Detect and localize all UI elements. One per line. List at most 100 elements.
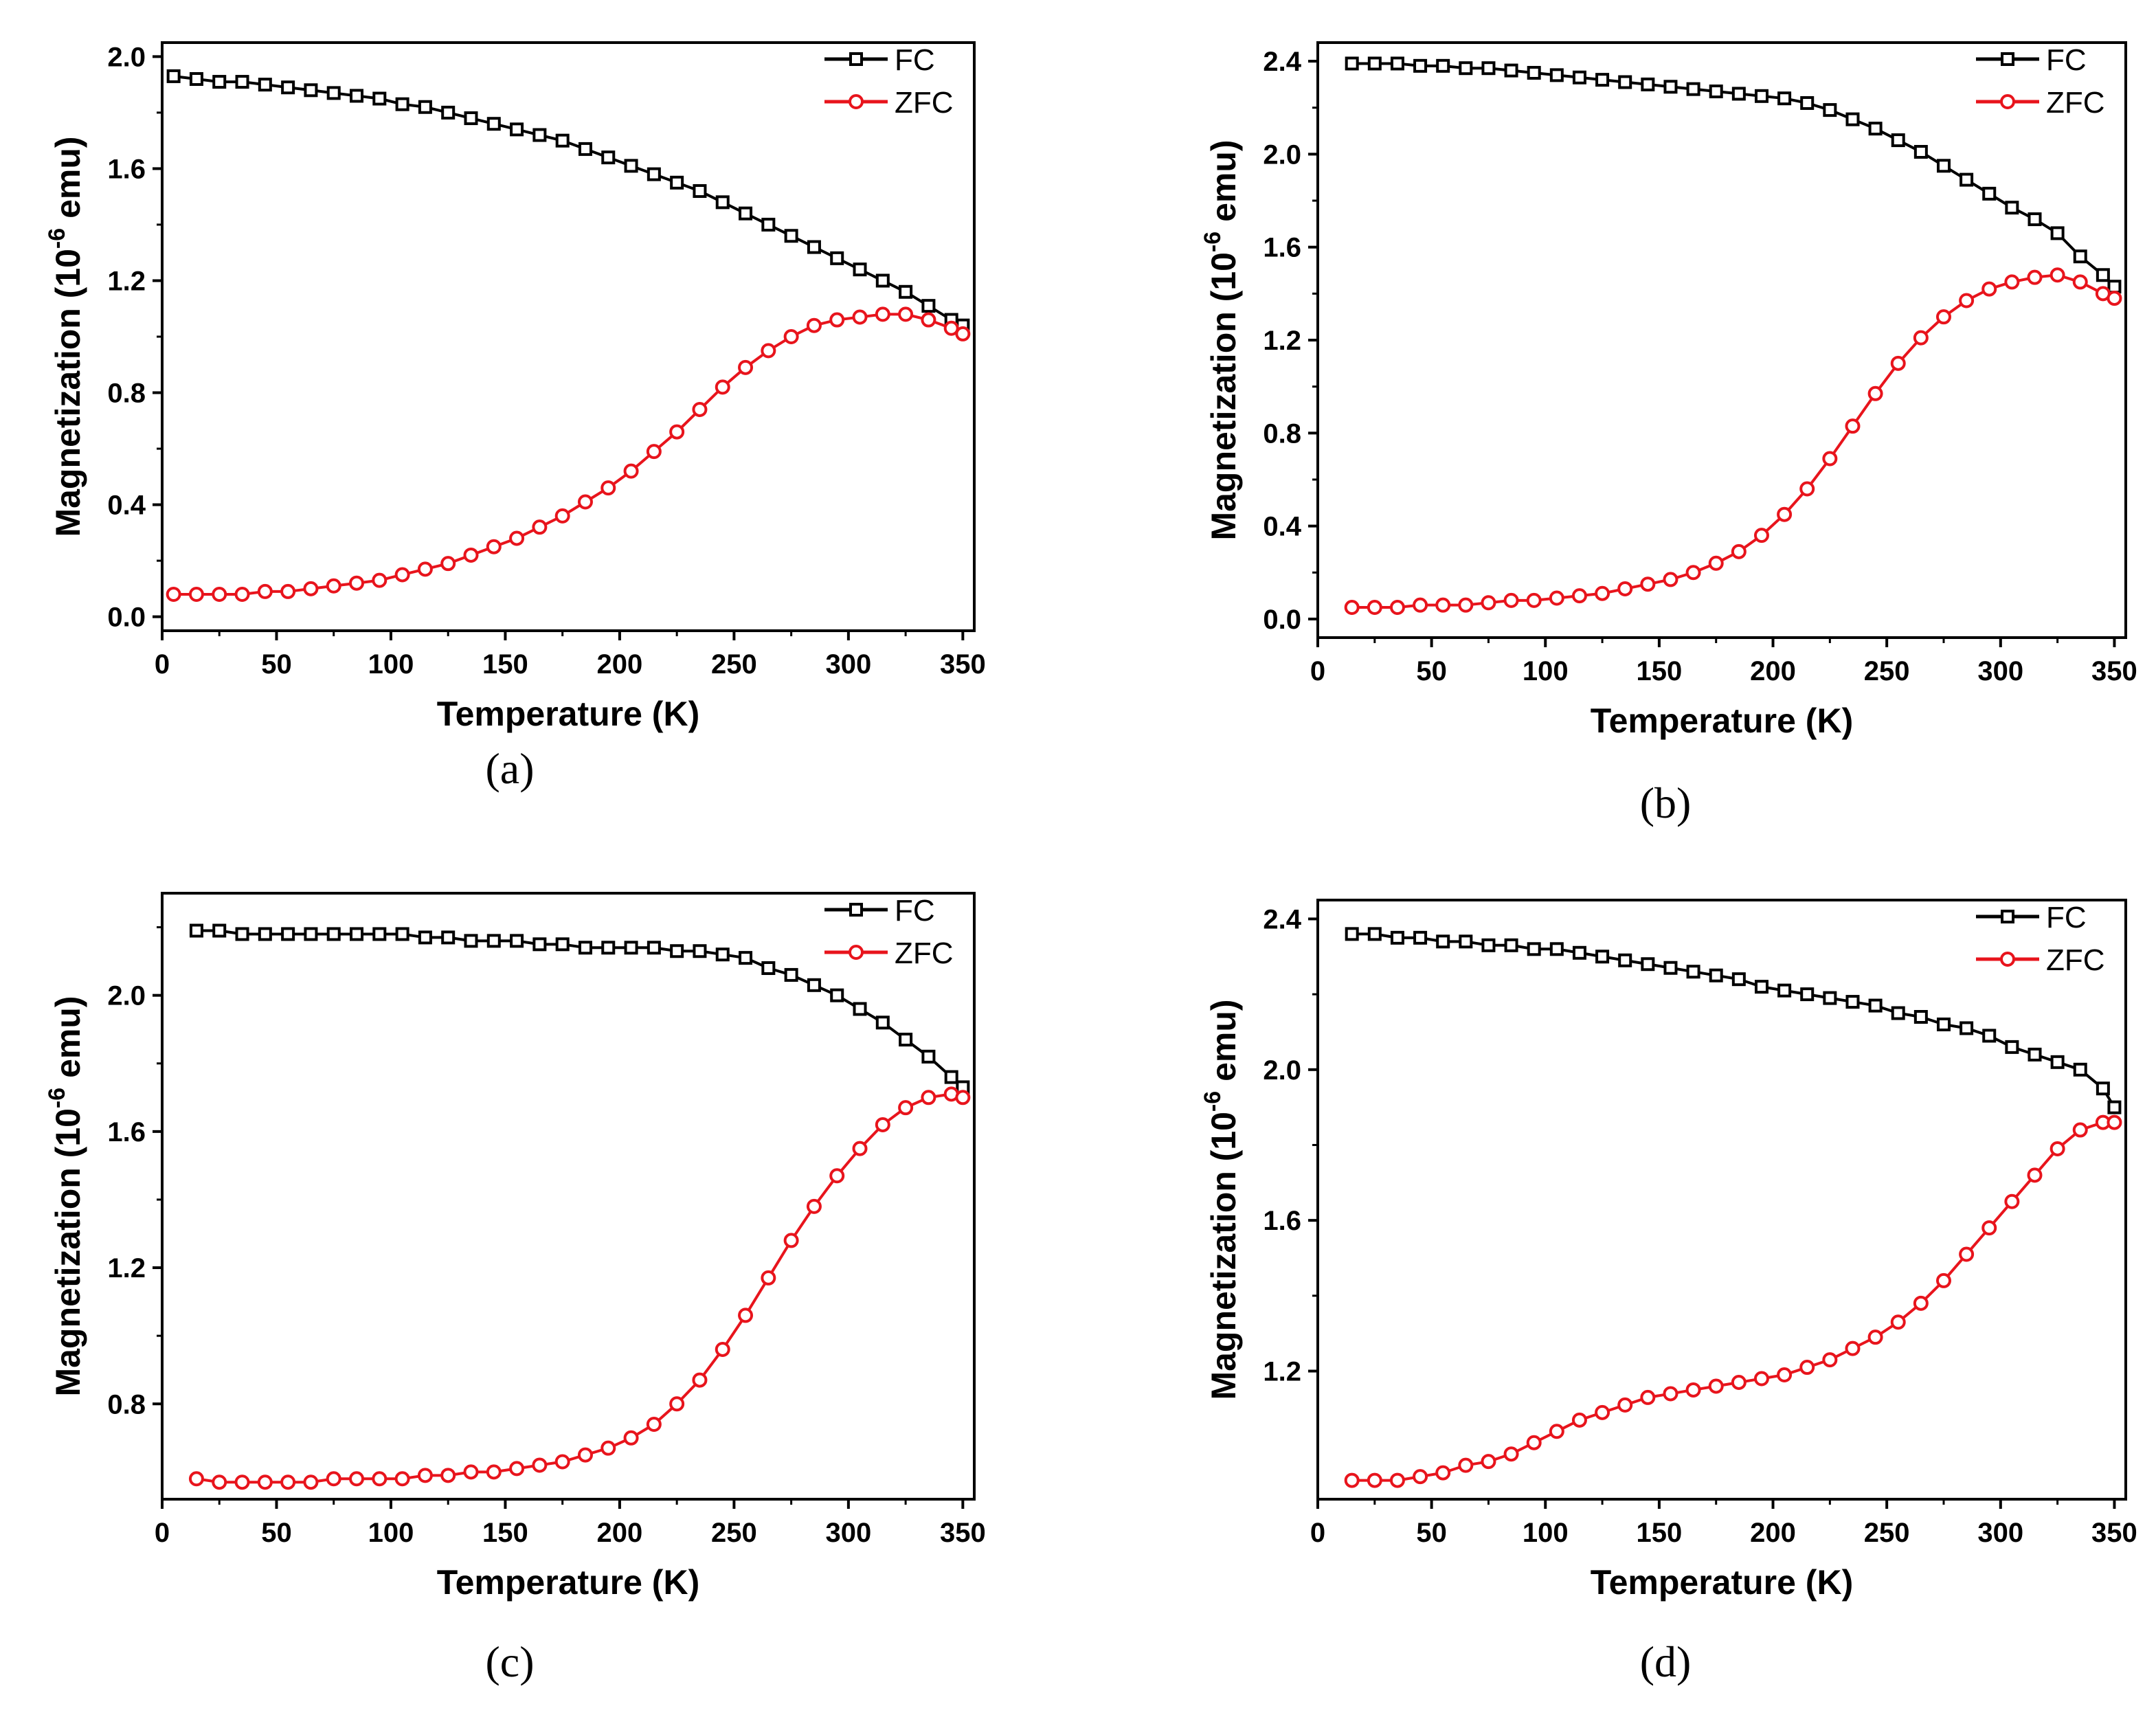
data-point-zfc: [1890, 355, 1906, 371]
data-point-zfc: [394, 1471, 410, 1487]
data-point-fc: [1345, 56, 1359, 71]
data-point-fc: [1504, 63, 1518, 78]
data-point-fc: [1686, 965, 1700, 979]
legend-marker-square-icon: [849, 52, 863, 66]
data-point-fc: [1982, 186, 1997, 201]
data-point-fc: [166, 69, 181, 83]
y-tick-label: 1.6: [107, 154, 146, 184]
y-tick-label: 0.8: [1263, 418, 1301, 449]
data-point-fc: [1913, 1010, 1928, 1024]
y-tick-label: 2.4: [1263, 47, 1301, 77]
data-point-zfc: [1344, 600, 1360, 616]
panel-caption: (c): [485, 1637, 534, 1686]
data-point-zfc: [1685, 565, 1701, 581]
data-point-fc: [1413, 930, 1428, 945]
series-zfc: [166, 306, 971, 603]
data-point-fc: [875, 273, 890, 288]
data-point-fc: [372, 91, 387, 106]
data-point-zfc: [188, 587, 204, 603]
data-point-fc: [1459, 61, 1473, 76]
data-point-zfc: [623, 1430, 639, 1446]
data-point-zfc: [2072, 1122, 2088, 1138]
data-point-fc: [212, 923, 227, 938]
data-point-zfc: [761, 343, 776, 359]
x-tick-label: 350: [940, 1518, 986, 1548]
data-point-zfc: [1913, 1295, 1929, 1311]
data-point-zfc: [1503, 592, 1519, 608]
data-point-fc: [807, 978, 821, 992]
x-axis-title: Temperature (K): [437, 1563, 699, 1602]
data-point-fc: [1663, 961, 1678, 975]
plot-frame: [1316, 899, 2127, 1501]
data-point-zfc: [1913, 330, 1929, 346]
data-point-fc: [1754, 89, 1768, 103]
data-point-fc: [2005, 1040, 2019, 1054]
series-line: [173, 74, 964, 327]
series-zfc: [1344, 267, 2122, 616]
x-tick-label: 150: [482, 1518, 528, 1548]
data-point-fc: [395, 97, 409, 111]
data-point-zfc: [1799, 1360, 1815, 1376]
data-point-fc: [235, 75, 249, 89]
data-point-fc: [189, 923, 203, 938]
data-point-fc: [670, 175, 684, 190]
data-point-fc: [395, 927, 409, 941]
data-point-zfc: [1685, 1382, 1701, 1398]
x-tick-label: 300: [1977, 656, 2023, 686]
data-point-fc: [693, 944, 707, 958]
data-point-zfc: [783, 1233, 799, 1248]
data-point-fc: [1754, 980, 1768, 994]
series-fc: [166, 69, 970, 333]
data-point-fc: [2005, 201, 2019, 215]
data-point-fc: [1800, 96, 1815, 110]
data-point-fc: [350, 927, 364, 941]
x-tick-label: 0: [1310, 656, 1325, 686]
data-point-zfc: [646, 444, 662, 460]
data-point-zfc: [1640, 576, 1656, 592]
y-tick-label: 1.2: [107, 266, 146, 296]
data-point-fc: [418, 930, 432, 945]
data-point-zfc: [166, 587, 181, 603]
y-axis-title-exponent: -6: [1200, 1091, 1226, 1112]
data-point-fc: [304, 927, 318, 941]
data-point-fc: [578, 142, 592, 156]
data-point-zfc: [2072, 274, 2088, 290]
data-point-zfc: [1708, 1378, 1724, 1394]
data-point-zfc: [554, 508, 570, 524]
data-point-zfc: [1640, 1389, 1656, 1405]
data-point-zfc: [783, 329, 799, 344]
plot-frame: [1316, 41, 2127, 639]
data-point-zfc: [1595, 585, 1610, 601]
data-point-fc: [1777, 91, 1792, 106]
data-point-zfc: [554, 1454, 570, 1470]
data-point-zfc: [234, 1474, 250, 1490]
data-point-fc: [784, 229, 798, 243]
legend-label: FC: [2046, 43, 2087, 77]
data-point-zfc: [1389, 600, 1405, 616]
data-point-zfc: [509, 530, 525, 546]
data-point-fc: [441, 930, 456, 945]
data-point-fc: [555, 133, 570, 148]
data-point-zfc: [2107, 291, 2122, 306]
data-point-fc: [853, 262, 867, 277]
data-point-fc: [1868, 998, 1883, 1013]
legend: FC ZFC: [1976, 901, 2105, 977]
data-point-zfc: [486, 539, 502, 554]
data-point-fc: [1481, 61, 1496, 76]
y-tick-label: 2.0: [1263, 1055, 1301, 1086]
data-point-zfc: [257, 583, 273, 599]
data-point-fc: [1390, 56, 1404, 71]
x-tick-label: 150: [1637, 656, 1683, 686]
data-point-fc: [281, 80, 295, 95]
data-point-zfc: [1549, 1424, 1564, 1439]
data-point-fc: [532, 128, 547, 142]
data-point-fc: [1845, 112, 1860, 126]
y-tick-label: 0.4: [107, 491, 146, 521]
data-point-fc: [1891, 1006, 1905, 1020]
data-point-zfc: [1981, 281, 1997, 297]
data-point-zfc: [1845, 418, 1861, 434]
data-point-zfc: [2107, 1114, 2122, 1130]
x-tick-label: 350: [2091, 656, 2137, 686]
data-point-zfc: [212, 1474, 227, 1490]
data-point-zfc: [898, 306, 914, 322]
